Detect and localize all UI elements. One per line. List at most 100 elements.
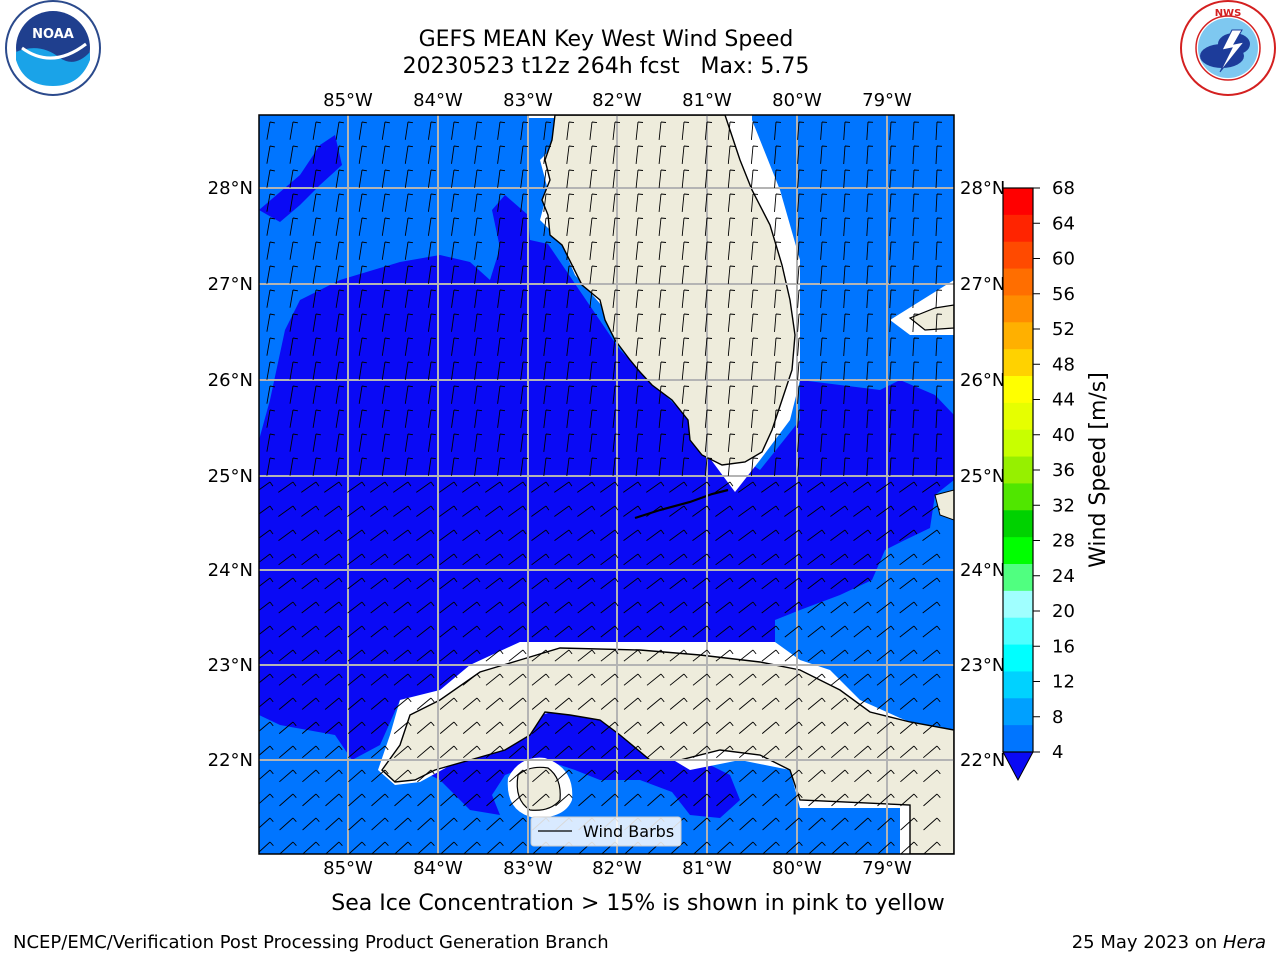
wind-barb (922, 625, 941, 638)
wind-barb (693, 793, 711, 807)
colorbar-tick-label: 48 (1052, 354, 1075, 375)
wind-barb (508, 649, 527, 662)
wind-barb (935, 121, 943, 141)
wind-barb (623, 649, 642, 662)
wind-barb (485, 649, 504, 662)
wind-barb (785, 841, 803, 854)
wind-barb (750, 121, 759, 140)
wind-barb (508, 577, 527, 590)
wind-barb (278, 625, 297, 638)
wind-barb (577, 625, 596, 638)
wind-barb (774, 385, 782, 404)
wind-barb (612, 313, 621, 332)
wind-barb (784, 577, 803, 590)
wind-barb (899, 697, 918, 710)
wind-barb (843, 217, 851, 237)
wind-barb (762, 769, 780, 783)
wind-barb (566, 385, 575, 404)
wind-barb (866, 241, 874, 261)
lon-tick: 83°W (503, 90, 553, 111)
wind-barb (486, 841, 504, 854)
wind-barb (358, 265, 367, 284)
wind-barb (635, 193, 644, 212)
wind-barb (543, 265, 552, 284)
wind-barb (312, 409, 321, 428)
colorbar-segment (1003, 671, 1033, 699)
wind-barb (830, 649, 849, 662)
wind-barb (774, 313, 782, 332)
wind-barb (669, 529, 688, 541)
wind-barb (278, 697, 297, 710)
lat-tick: 26°N (208, 370, 253, 391)
wind-barb (486, 817, 504, 831)
wind-barb (589, 121, 598, 140)
wind-barb (774, 265, 782, 284)
wind-barb (784, 649, 803, 662)
wind-barb (876, 529, 895, 541)
wind-barb (692, 529, 711, 541)
colorbar-segment (1003, 456, 1033, 484)
wind-barb (658, 289, 667, 308)
wind-barb (923, 745, 941, 759)
wind-barb (532, 769, 550, 783)
lon-tick: 79°W (862, 858, 912, 879)
wind-barb (646, 649, 665, 662)
wind-barb (774, 433, 782, 452)
lat-tick-labels-left: 28°N 27°N 26°N 25°N 24°N 23°N 22°N (208, 178, 253, 771)
wind-barb (259, 649, 274, 660)
wind-barb (853, 481, 872, 493)
wind-barb (738, 601, 757, 614)
wind-barb (658, 265, 667, 284)
wind-barb (358, 457, 367, 476)
wind-barb (266, 169, 275, 188)
wind-barb (715, 577, 734, 590)
wind-barb (635, 337, 644, 356)
wind-barb (520, 121, 529, 140)
wind-barb (681, 313, 690, 332)
wind-barb (474, 409, 483, 428)
wind-barb (358, 361, 367, 380)
wind-barb (935, 145, 943, 165)
wind-barb (750, 169, 759, 188)
wind-barb (750, 313, 759, 332)
wind-barb (508, 625, 527, 638)
wind-barb (738, 697, 757, 710)
wind-barb (451, 217, 460, 236)
wind-barb (797, 289, 805, 308)
wind-barb (531, 529, 550, 541)
wind-barb (348, 769, 366, 783)
wind-barb (866, 433, 874, 453)
wind-barb (669, 553, 688, 566)
wind-barb (589, 313, 598, 332)
lon-tick: 79°W (862, 90, 912, 111)
wind-barbs-legend: Wind Barbs (530, 816, 682, 847)
wind-barb (715, 481, 734, 493)
wind-barb (658, 241, 667, 260)
wind-barb (497, 217, 506, 236)
wind-barb (935, 241, 943, 261)
wind-barb (635, 313, 644, 332)
colorbar-ticks: 68 64 60 56 52 48 44 40 36 32 28 24 20 16 12 8 4 (1033, 178, 1075, 763)
wind-barb (554, 697, 573, 710)
map-plot-area (259, 115, 954, 854)
wind-barb (324, 481, 343, 493)
wind-barb (577, 601, 596, 614)
wind-barb (600, 553, 619, 566)
wind-barb (912, 241, 920, 261)
wind-below-4-region (259, 135, 342, 222)
wind-barb (566, 433, 575, 452)
wind-barb (623, 505, 642, 517)
wind-barb (566, 121, 575, 140)
wind-barb (704, 313, 713, 332)
wind-barb (797, 385, 805, 404)
wind-barb (474, 121, 483, 140)
wind-barb (843, 193, 851, 213)
wind-barb (738, 529, 757, 541)
wind-barb (509, 841, 527, 854)
wind-barb (589, 361, 598, 380)
wind-barb (416, 649, 435, 662)
colorbar-segment (1003, 349, 1033, 377)
wind-barb (935, 313, 943, 333)
lat-tick: 22°N (960, 750, 1005, 771)
wind-barb (302, 769, 320, 783)
